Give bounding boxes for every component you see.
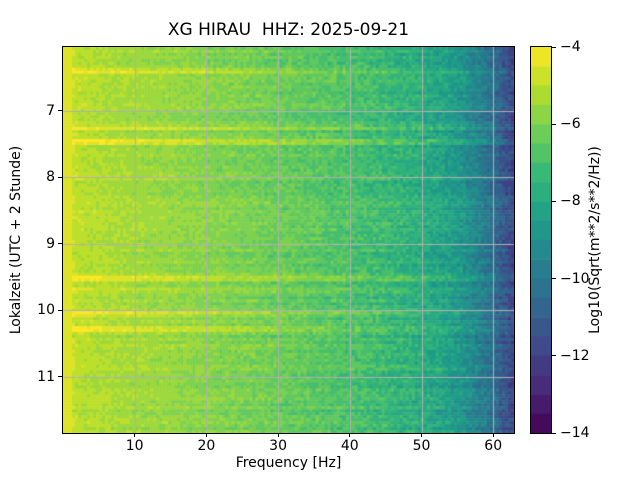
colorbar-tick-mark [552,278,556,280]
y-tick-mark [58,376,62,378]
x-tick-label: 20 [197,438,216,454]
y-tick-label: 10 [37,302,55,319]
x-tick-mark [421,433,422,437]
chart-title: XG HIRAU HHZ: 2025-09-21 [167,20,410,40]
colorbar-tick-label: −8 [560,193,581,210]
y-tick-mark [58,110,62,112]
x-tick-mark [492,433,494,437]
y-tick-label: 7 [46,102,55,119]
spectrogram-heatmap [63,47,514,433]
y-axis-label: Lokalzeit (UTC + 2 Stunde) [8,145,24,335]
x-tick-mark [277,433,279,437]
colorbar [530,46,552,434]
y-tick-label: 9 [46,235,55,252]
y-tick-mark [58,243,62,245]
x-tick-mark [205,433,207,437]
y-tick-label: 11 [37,368,55,385]
x-tick-label: 10 [125,438,144,454]
colorbar-tick-label: −4 [560,39,581,55]
y-tick-mark [58,176,62,178]
x-tick-label: 50 [412,438,431,454]
colorbar-tick-mark [552,46,556,48]
colorbar-tick-label: −10 [560,270,590,287]
x-tick-mark [349,433,351,437]
x-tick-label: 40 [340,438,359,454]
x-axis-label: Frequency [Hz] [235,455,342,471]
colorbar-tick-label: −12 [560,347,590,364]
colorbar-tick-label: −14 [560,425,590,441]
colorbar-tick-mark [552,200,556,202]
colorbar-tick-mark [552,355,556,357]
y-tick-mark [58,309,62,311]
colorbar-label: Log10(Sqrt(m**2/s**2/Hz)) [587,146,603,334]
colorbar-tick-mark [552,432,556,434]
colorbar-tick-mark [552,123,556,125]
colorbar-gradient [531,47,551,433]
colorbar-tick-label: −6 [560,116,581,133]
plot-area [62,46,515,434]
y-tick-label: 8 [46,169,55,186]
x-tick-label: 60 [484,438,503,454]
x-tick-mark [134,433,136,437]
x-tick-label: 30 [269,438,287,454]
